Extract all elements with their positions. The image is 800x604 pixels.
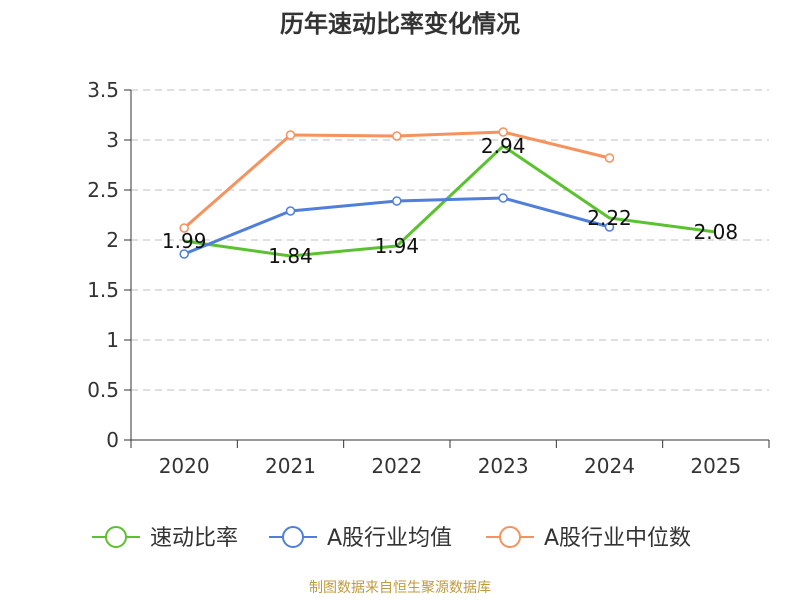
data-point bbox=[392, 196, 402, 206]
y-tick-label: 0 bbox=[106, 428, 119, 452]
series-line-3 bbox=[183, 130, 610, 230]
data-point bbox=[604, 153, 615, 163]
legend-marker-3 bbox=[499, 526, 521, 548]
legend-marker-1 bbox=[105, 526, 127, 548]
data-point bbox=[498, 127, 508, 137]
data-point bbox=[604, 222, 615, 232]
data-point bbox=[392, 131, 402, 141]
x-tick-label: 2024 bbox=[584, 454, 635, 478]
data-label: 2.94 bbox=[481, 134, 526, 158]
legend-label-1: 速动比率 bbox=[150, 526, 238, 551]
data-point bbox=[498, 193, 508, 203]
x-tick-label: 2020 bbox=[159, 454, 210, 478]
data-point bbox=[179, 249, 189, 259]
legend-label-2: A股行业均值 bbox=[327, 526, 452, 551]
source-note: 制图数据来自恒生聚源数据库 bbox=[309, 580, 491, 596]
data-label: 2.22 bbox=[587, 206, 632, 230]
x-tick-label: 2021 bbox=[265, 454, 316, 478]
x-tick-label: 2023 bbox=[478, 454, 529, 478]
x-tick-label: 2025 bbox=[690, 454, 741, 478]
data-point bbox=[285, 130, 296, 140]
series-line-1 bbox=[183, 144, 717, 258]
data-label: 1.84 bbox=[268, 244, 313, 268]
y-tick-label: 1.5 bbox=[87, 278, 119, 302]
data-point bbox=[179, 223, 189, 233]
y-tick-label: 3.5 bbox=[87, 78, 119, 102]
data-label: 2.08 bbox=[694, 220, 739, 244]
legend-marker-2 bbox=[282, 526, 304, 548]
y-tick-label: 0.5 bbox=[87, 378, 119, 402]
y-tick-label: 3 bbox=[106, 128, 119, 152]
y-tick-label: 2.5 bbox=[87, 178, 119, 202]
data-point bbox=[285, 206, 296, 216]
y-tick-label: 2 bbox=[106, 228, 119, 252]
x-tick-label: 2022 bbox=[371, 454, 422, 478]
data-label: 1.94 bbox=[375, 234, 420, 258]
data-label: 1.99 bbox=[162, 229, 207, 253]
legend-label-3: A股行业中位数 bbox=[544, 526, 691, 551]
y-tick-label: 1 bbox=[106, 328, 119, 352]
chart-title: 历年速动比率变化情况 bbox=[280, 10, 520, 38]
